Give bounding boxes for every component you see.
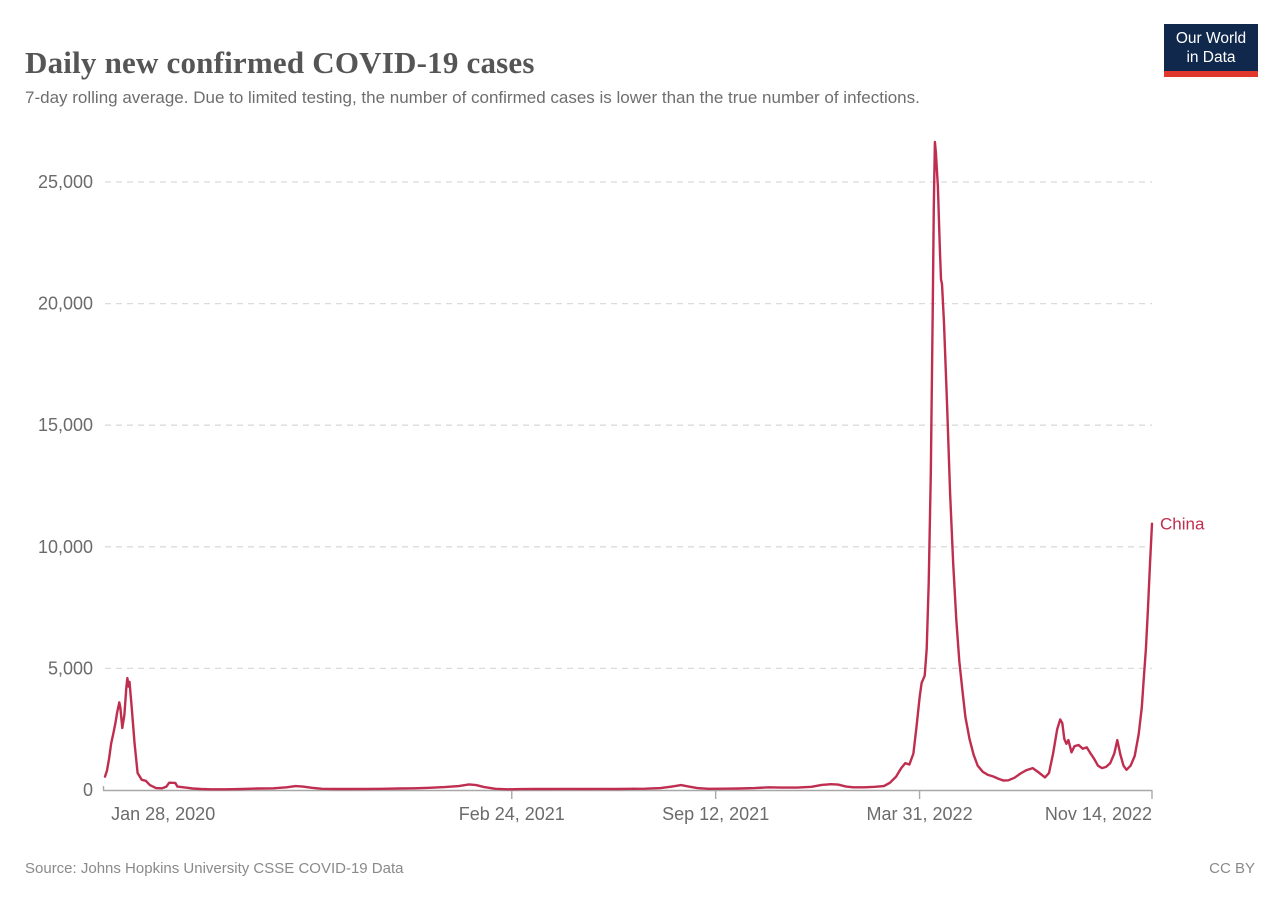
y-axis-tick-label: 15,000 — [38, 415, 93, 435]
license-text: CC BY — [1209, 860, 1255, 877]
owid-logo-box: Our World in Data — [1164, 24, 1258, 71]
series-line-china — [103, 140, 1154, 791]
y-axis-tick-label: 10,000 — [38, 537, 93, 557]
x-axis-tick-label: Sep 12, 2021 — [662, 804, 769, 824]
x-axis-tick-label: Mar 31, 2022 — [867, 804, 973, 824]
x-axis-tick-label: Feb 24, 2021 — [459, 804, 565, 824]
y-axis-tick-label: 20,000 — [38, 294, 93, 314]
page-title: Daily new confirmed COVID-19 cases — [25, 44, 535, 80]
owid-logo-line1: Our World — [1175, 30, 1247, 47]
x-axis-tick-label: Nov 14, 2022 — [1045, 804, 1152, 824]
owid-logo-red-bar — [1164, 71, 1258, 77]
owid-logo-line2: in Data — [1186, 49, 1236, 66]
y-axis-tick-label: 5,000 — [48, 658, 93, 678]
chart-subtitle: 7-day rolling average. Due to limited te… — [25, 88, 920, 107]
y-axis-tick-label: 0 — [83, 780, 93, 800]
owid-logo: Our World in Data — [1164, 24, 1258, 77]
x-axis-tick-label: Jan 28, 2020 — [111, 804, 215, 824]
series-label-china: China — [1160, 515, 1205, 534]
y-axis-tick-label: 25,000 — [38, 172, 93, 192]
source-text: Source: Johns Hopkins University CSSE CO… — [25, 860, 404, 877]
